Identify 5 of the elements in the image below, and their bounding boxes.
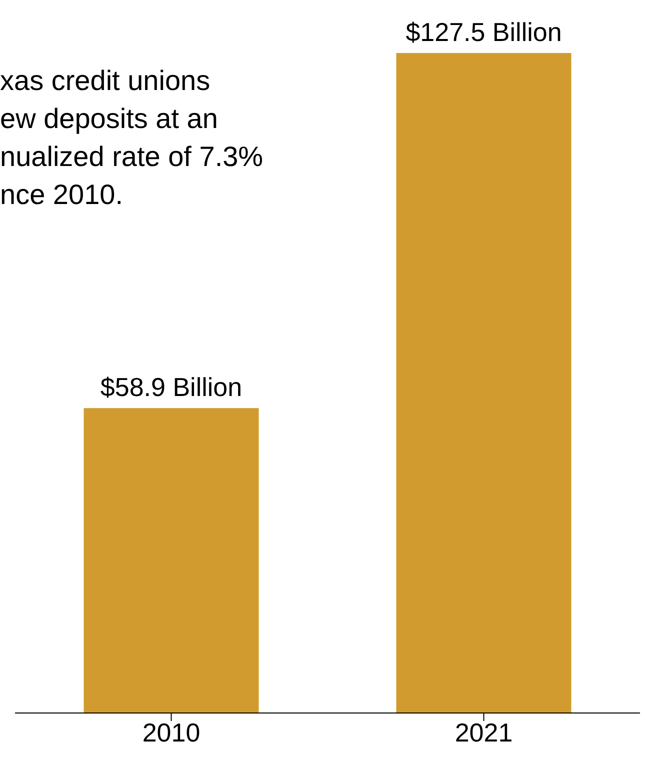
annotation: xas credit unions ew deposits at an nualized rate of 7.3% nce 2010. [0,64,264,212]
data-label: $127.5 Billion [406,17,562,47]
x-tick-label: 2021 [454,717,513,748]
x-tick-label: 2010 [142,717,200,748]
data-label: $58.9 Billion [100,372,242,402]
